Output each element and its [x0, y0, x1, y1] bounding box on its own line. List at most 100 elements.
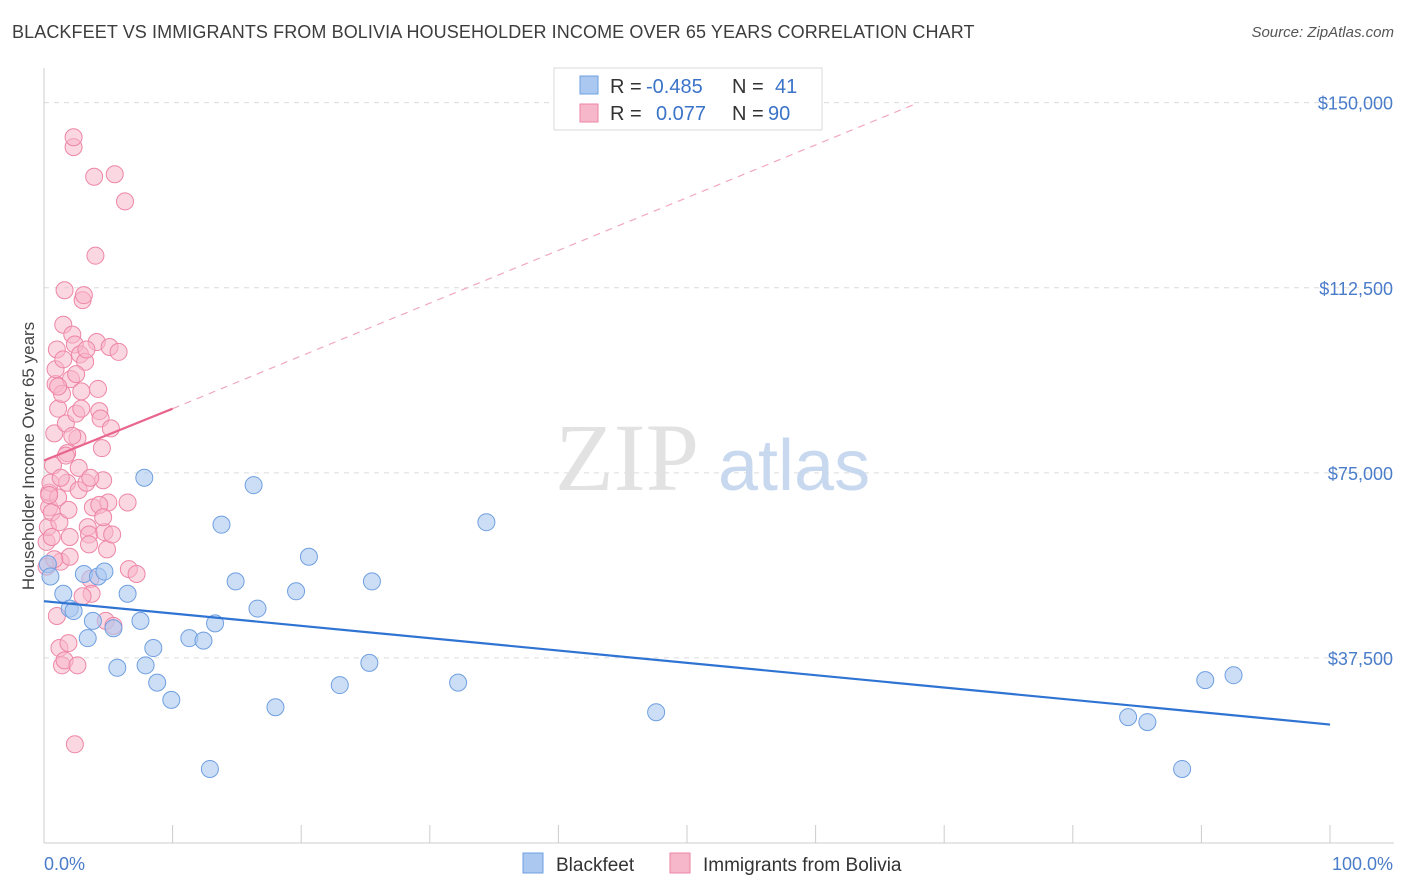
- bolivia-point: [72, 399, 91, 418]
- bolivia-point: [49, 377, 68, 396]
- legend-n-blackfeet: 41: [775, 76, 797, 98]
- y-tick-label: $150,000: [1318, 94, 1393, 114]
- bolivia-point: [51, 468, 70, 487]
- bolivia-point: [103, 525, 122, 544]
- bolivia-point: [60, 528, 79, 546]
- bottom-legend-blackfeet: Blackfeet: [556, 855, 635, 876]
- blackfeet-point: [118, 584, 137, 603]
- bolivia-point: [116, 192, 135, 211]
- blackfeet-point: [299, 547, 318, 566]
- bolivia-point: [69, 458, 88, 477]
- bolivia-point: [67, 365, 86, 384]
- blackfeet-point: [1119, 708, 1138, 727]
- blackfeet-point: [1196, 671, 1215, 690]
- bolivia-point: [81, 468, 100, 487]
- blackfeet-point: [83, 611, 102, 630]
- bolivia-point: [60, 547, 79, 566]
- trend-lines: [43, 102, 1331, 726]
- chart-title: BLACKFEET VS IMMIGRANTS FROM BOLIVIA HOU…: [12, 22, 975, 42]
- blackfeet-point: [135, 468, 154, 487]
- bolivia-point: [54, 350, 73, 369]
- bolivia-point: [72, 382, 91, 401]
- bolivia-point: [55, 281, 74, 300]
- legend-r-blackfeet: -0.485: [646, 76, 703, 98]
- bolivia-point: [68, 656, 87, 675]
- bottom-legend-bolivia: Immigrants from Bolivia: [703, 855, 902, 876]
- legend-n-bolivia: 90: [768, 103, 790, 125]
- blackfeet-point: [162, 690, 181, 709]
- bolivia-point: [73, 587, 92, 606]
- bolivia-point: [59, 634, 78, 653]
- blackfeet-point: [148, 673, 167, 692]
- y-axis-label: Householder Income Over 65 years: [19, 322, 38, 590]
- blackfeet-point: [248, 599, 267, 618]
- blackfeet-point: [1173, 759, 1192, 778]
- bolivia-trend-extension: [172, 102, 919, 410]
- bolivia-point: [65, 735, 84, 754]
- blackfeet-point: [212, 515, 231, 534]
- watermark-zip: ZIP: [555, 404, 699, 511]
- bolivia-point: [94, 508, 113, 527]
- legend-r-label: R =: [610, 103, 642, 125]
- blackfeet-point: [104, 619, 123, 638]
- bolivia-point: [49, 399, 68, 418]
- legend-swatch-bolivia: [579, 103, 599, 123]
- bottom-legend-swatch-blackfeet: [522, 852, 544, 874]
- blackfeet-point: [194, 631, 213, 650]
- blackfeet-trend-line: [43, 600, 1331, 726]
- legend-r-label: R =: [610, 76, 642, 98]
- gridlines: [44, 102, 1394, 659]
- x-tick-label: 0.0%: [44, 854, 85, 874]
- x-tick-label: 100.0%: [1332, 854, 1393, 874]
- bolivia-point: [64, 128, 83, 147]
- blackfeet-point: [41, 567, 60, 586]
- blackfeet-point: [449, 673, 468, 692]
- bolivia-point: [59, 500, 78, 519]
- blackfeet-point: [200, 759, 219, 778]
- bolivia-point: [77, 340, 96, 359]
- blackfeet-point: [266, 698, 285, 717]
- bolivia-point: [105, 165, 124, 184]
- bolivia-point: [45, 424, 64, 443]
- series-blackfeet-points: [38, 468, 1243, 778]
- blackfeet-point: [64, 602, 83, 621]
- blackfeet-point: [206, 614, 225, 633]
- blackfeet-point: [1224, 666, 1243, 685]
- bolivia-point: [40, 486, 59, 505]
- watermark-atlas: atlas: [718, 426, 870, 506]
- blackfeet-point: [362, 572, 381, 591]
- legend-swatch-blackfeet: [579, 75, 599, 95]
- bolivia-point: [89, 379, 108, 398]
- bolivia-trend-line: [43, 407, 174, 462]
- bottom-legend: Blackfeet Immigrants from Bolivia: [522, 852, 902, 876]
- blackfeet-point: [330, 676, 349, 695]
- blackfeet-point: [136, 656, 155, 675]
- blackfeet-point: [360, 653, 379, 672]
- x-tick-labels: 0.0% 100.0%: [44, 854, 1393, 874]
- blackfeet-point: [108, 658, 127, 677]
- bolivia-point: [85, 167, 104, 186]
- legend-r-bolivia: 0.077: [656, 103, 706, 125]
- legend-n-label: N =: [732, 76, 764, 98]
- bolivia-point: [92, 439, 111, 458]
- legend-box: [553, 67, 823, 131]
- bolivia-point: [86, 246, 105, 265]
- blackfeet-point: [226, 572, 245, 591]
- bolivia-point: [118, 493, 137, 512]
- y-tick-label: $37,500: [1328, 649, 1393, 669]
- blackfeet-point: [78, 629, 97, 648]
- bottom-legend-swatch-bolivia: [669, 852, 691, 874]
- blackfeet-point: [477, 513, 496, 532]
- bolivia-point: [74, 286, 93, 305]
- blackfeet-point: [287, 582, 306, 601]
- blackfeet-point: [131, 611, 150, 630]
- blackfeet-point: [1138, 713, 1157, 732]
- bolivia-point: [109, 342, 128, 361]
- bolivia-point: [80, 535, 99, 554]
- blackfeet-point: [244, 476, 263, 495]
- y-tick-labels: $37,500 $75,000 $112,500 $150,000: [1318, 94, 1393, 669]
- axes: [43, 68, 1394, 844]
- legend-n-label: N =: [732, 103, 764, 125]
- legend: R = -0.485 N = 41 R = 0.077 N = 90: [553, 67, 823, 131]
